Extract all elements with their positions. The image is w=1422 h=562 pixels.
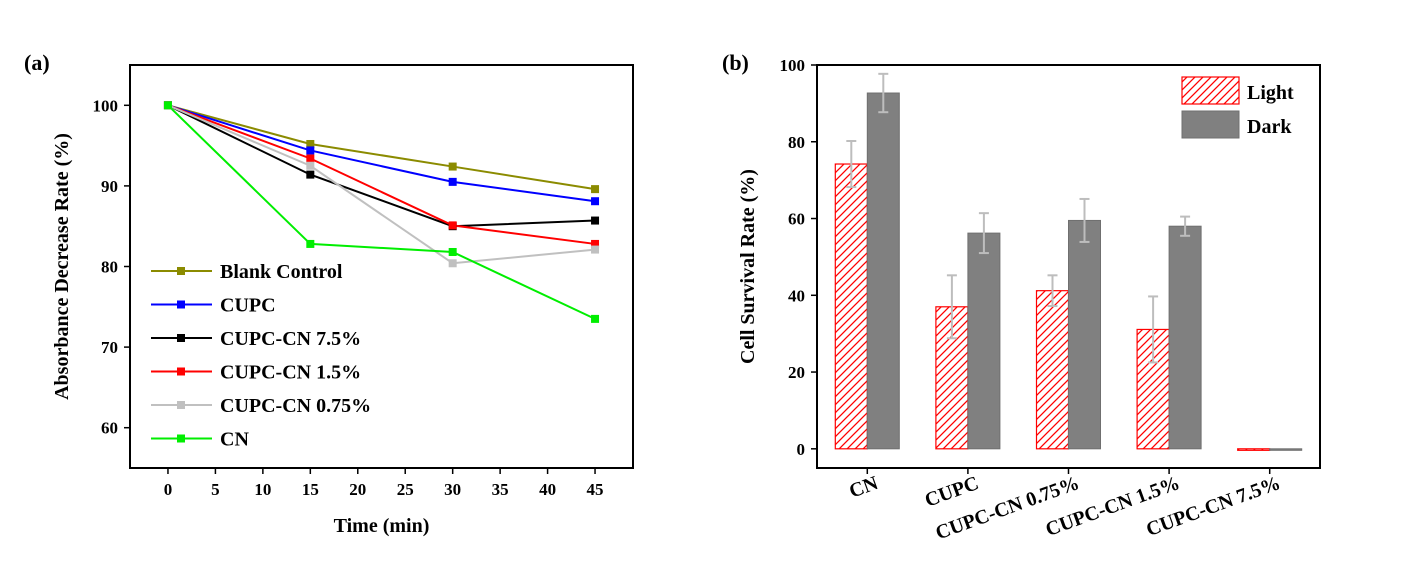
y-tick-label: 100	[780, 56, 806, 75]
plot-frame-a	[129, 64, 634, 469]
data-point-blank-control	[306, 139, 315, 148]
data-point-cupc-cn-0-75	[591, 245, 600, 254]
y-tick-label: 40	[788, 286, 805, 305]
panel-label-b: (b)	[722, 50, 749, 75]
legend-label-cupc: CUPC	[220, 295, 276, 317]
bar-dark	[1068, 219, 1101, 450]
data-point-cupc-cn-7-5	[591, 216, 600, 225]
bar-light	[1237, 448, 1271, 451]
legend-label-cn: CN	[220, 429, 249, 451]
legend-marker-cupc	[177, 300, 185, 309]
y-axis-title: Cell Survival Rate (%)	[737, 169, 759, 364]
series-line-cupc-cn-0-75	[167, 104, 596, 265]
x-tick-label: 45	[587, 480, 604, 499]
y-axis-title: Absorbance Decrease Rate (%)	[51, 133, 73, 400]
data-point-cupc-cn-1-5	[591, 239, 600, 248]
x-tick-label: 40	[539, 480, 556, 499]
legend-marker-cn	[177, 434, 185, 443]
legend-label-cupc-cn-0-75: CUPC-CN 0.75%	[220, 395, 371, 417]
data-point-cn	[163, 101, 172, 110]
legend-swatch-dark	[1181, 110, 1240, 139]
series-line-cupc-cn-7-5	[167, 104, 596, 228]
legend-swatch-light	[1181, 76, 1240, 105]
x-tick-label: 35	[492, 480, 509, 499]
bar-dark	[967, 232, 1001, 450]
legend-label-light: Light	[1247, 82, 1294, 104]
x-tick-label: 5	[211, 480, 220, 499]
legend-marker-blank-control	[177, 267, 185, 275]
series-line-cupc-cn-1-5	[167, 104, 596, 245]
x-tick-label: 25	[397, 480, 414, 499]
data-point-blank-control	[591, 185, 600, 194]
data-point-cn	[591, 314, 600, 323]
data-point-cn	[306, 239, 315, 248]
y-tick-label: 20	[788, 363, 805, 382]
data-point-cupc-cn-0-75	[306, 161, 315, 170]
y-tick-label: 100	[93, 96, 119, 115]
data-point-cupc-cn-1-5	[306, 154, 315, 163]
x-tick-label: 20	[349, 480, 366, 499]
legend-marker-cupc-cn-7-5	[177, 334, 185, 342]
legend-label-cupc-cn-7-5: CUPC-CN 7.5%	[220, 328, 361, 350]
y-tick-label: 70	[101, 338, 118, 357]
series-line-cupc	[167, 104, 596, 203]
x-tick-label: 0	[164, 480, 173, 499]
data-point-cn	[448, 247, 457, 256]
series-line-blank-control	[167, 104, 596, 191]
data-point-cupc	[591, 197, 600, 206]
y-tick-label: 80	[101, 258, 118, 277]
series-line-cn	[167, 104, 596, 320]
data-point-cupc-cn-1-5	[448, 221, 457, 230]
chart-a: 0 5 10 15 20 25 30 35 40 45 60 70 80 90 100 Time (min) A…	[24, 50, 634, 537]
data-point-cupc-cn-7-5	[306, 170, 315, 179]
bar-dark	[1269, 448, 1303, 451]
x-axis-title: Time (min)	[334, 515, 430, 537]
legend-marker-cupc-cn-1-5	[177, 367, 185, 376]
y-tick-label: 90	[101, 177, 118, 196]
legend-label-cupc-cn-1-5: CUPC-CN 1.5%	[220, 362, 361, 384]
panel-label-a: (a)	[24, 50, 50, 75]
legend-label-dark: Dark	[1247, 116, 1292, 138]
data-point-cupc	[448, 177, 457, 186]
bar-light	[834, 163, 868, 450]
y-tick-label: 60	[788, 210, 805, 229]
x-tick-label: CUPC	[922, 472, 982, 512]
y-tick-label: 80	[788, 133, 805, 152]
x-tick-label: 30	[444, 480, 461, 499]
data-point-cupc	[306, 146, 315, 155]
x-tick-label: 15	[302, 480, 319, 499]
legend-label-blank-control: Blank Control	[220, 261, 343, 283]
data-point-cupc-cn-0-75	[448, 259, 457, 268]
bar-dark	[1168, 225, 1202, 450]
bar-light	[1035, 290, 1070, 450]
y-tick-label: 60	[101, 419, 118, 438]
x-tick-label: 10	[254, 480, 271, 499]
legend-marker-cupc-cn-0-75	[177, 401, 185, 409]
bar-dark	[866, 92, 900, 450]
x-tick-label: CN	[846, 472, 881, 503]
data-point-blank-control	[448, 162, 457, 171]
y-tick-label: 0	[797, 440, 806, 459]
